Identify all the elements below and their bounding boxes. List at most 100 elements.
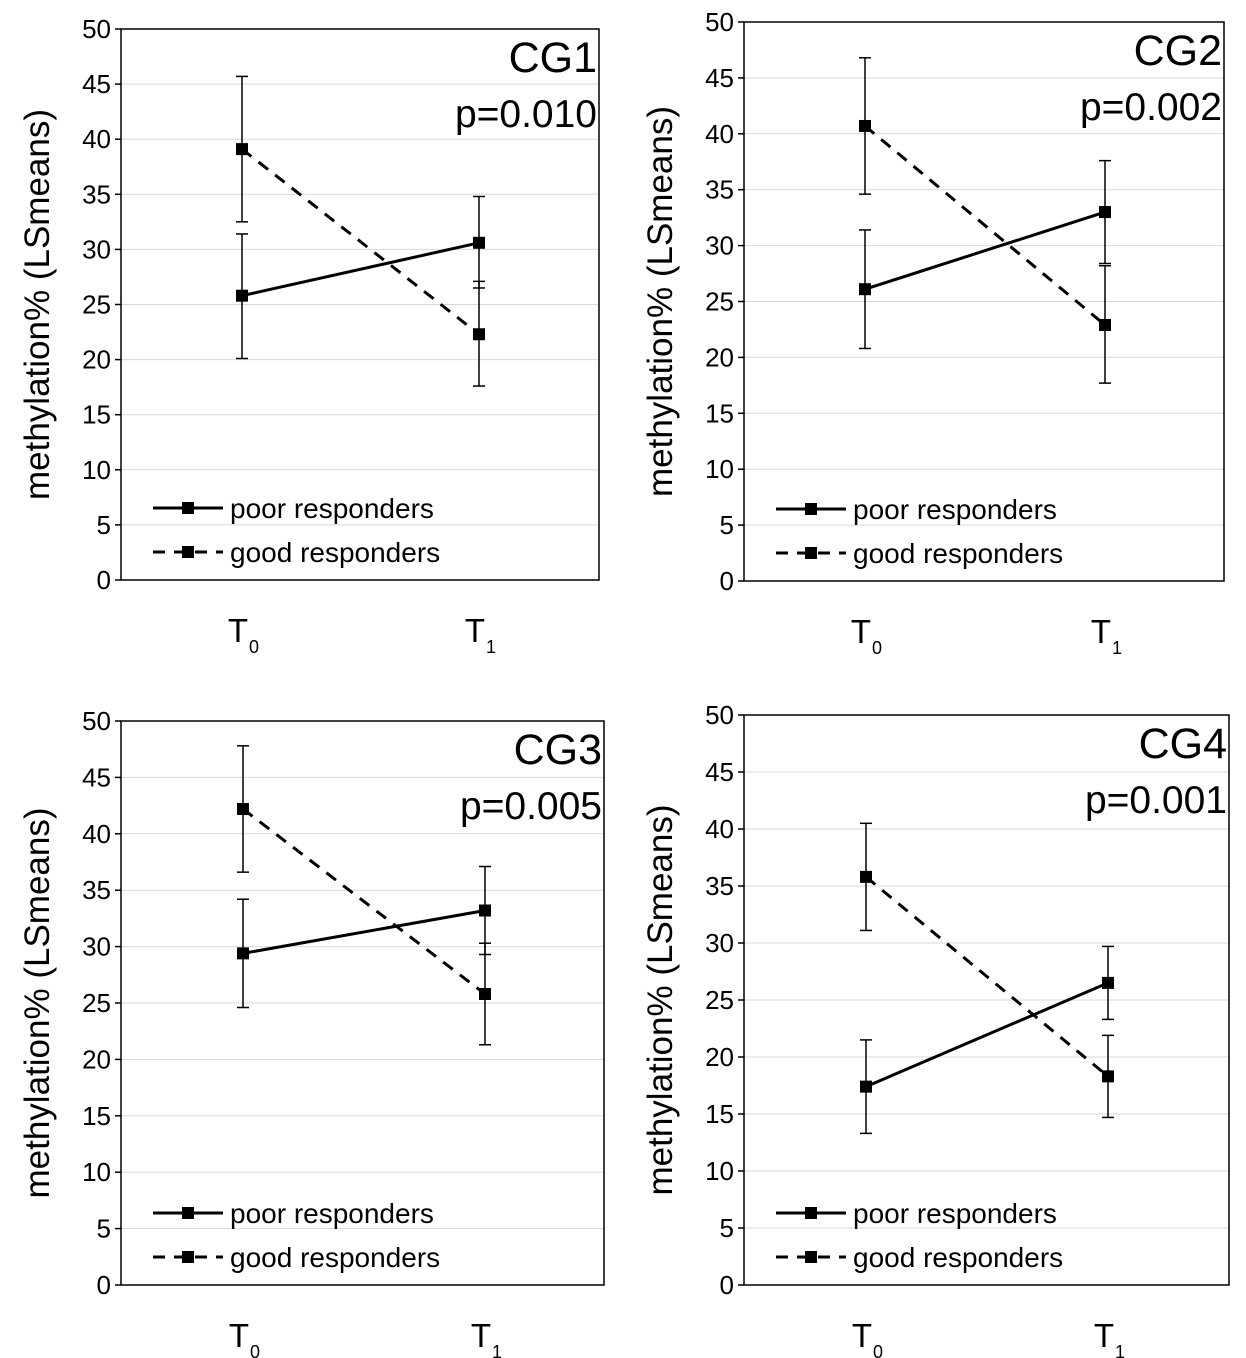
series-line [864,210,1106,291]
y-axis-label: methylation% (LSmeans) [641,805,680,1196]
x-tick-label-main: T [228,612,248,649]
series-line [865,981,1109,1089]
p-value-annotation: p=0.001 [1085,779,1227,822]
y-tick-label: 50 [705,700,734,730]
y-tick-label: 20 [705,1042,734,1072]
legend-marker [182,1207,194,1219]
legend-label: good responders [230,1242,440,1273]
y-tick-label: 0 [97,1270,111,1300]
x-tick-label-main: T [852,1317,872,1354]
series-poor-responders [859,159,1111,350]
series-good-responders [860,822,1114,1119]
y-tick-label: 45 [82,762,111,792]
legend-label: good responders [230,537,440,568]
y-tick-label: 40 [705,119,734,149]
y-tick-label: 40 [82,124,111,154]
y-tick-label: 10 [705,454,734,484]
legend-marker [805,1251,817,1263]
y-tick-label: 30 [705,928,734,958]
y-tick-label: 10 [82,1157,111,1187]
y-tick-label: 35 [82,875,111,905]
data-point [473,236,485,249]
x-tick-label-sub: 1 [492,1342,502,1358]
x-tick-label-sub: 1 [1115,1342,1125,1358]
y-tick-label: 0 [720,1270,734,1300]
data-point [237,947,249,960]
data-point [1102,1070,1114,1083]
series-poor-responders [860,945,1114,1135]
y-tick-label: 45 [82,69,111,99]
series-line [242,807,486,996]
legend-label: good responders [853,1242,1063,1273]
legend-label: good responders [853,538,1063,569]
data-point [859,119,871,132]
x-tick-label-sub: 0 [872,638,882,658]
y-tick-label: 25 [82,988,111,1018]
data-point [1099,206,1111,219]
data-point [1099,318,1111,331]
y-tick-label: 10 [705,1156,734,1186]
y-tick-label: 15 [705,1099,734,1129]
p-value-annotation: p=0.002 [1080,86,1222,129]
data-point [479,987,491,1000]
y-tick-label: 15 [705,398,734,428]
x-tick-label-sub: 0 [873,1342,883,1358]
chart-title: CG3 [514,726,602,774]
y-tick-label: 5 [720,1213,734,1243]
y-tick-label: 25 [705,287,734,317]
x-tick-label-sub: 1 [486,637,496,657]
legend: poor responders good responders [776,1198,1063,1273]
y-tick-label: 45 [705,63,734,93]
y-tick-label: 20 [82,1044,111,1074]
legend: poor responders good responders [153,1198,440,1273]
chart-title: CG2 [1134,27,1222,75]
legend-label: poor responders [230,1198,434,1229]
legend: poor responders good responders [776,494,1063,569]
y-tick-label: 35 [705,175,734,205]
chart-title: CG1 [509,34,597,82]
legend-marker [805,1207,817,1219]
x-tick-label-main: T [851,613,871,650]
legend-label: poor responders [853,1198,1057,1229]
legend: poor responders good responders [153,493,440,568]
data-point [860,870,872,883]
y-tick-label: 50 [705,7,734,37]
y-axis-label: methylation% (LSmeans) [18,109,57,500]
x-tick-label-sub: 0 [250,1342,260,1358]
y-tick-label: 15 [82,400,111,430]
x-tick-label-main: T [471,1317,491,1354]
series-line [242,909,486,955]
series-poor-responders [236,195,485,360]
legend-marker [805,503,817,515]
y-axis-label: methylation% (LSmeans) [18,808,57,1199]
y-tick-label: 10 [82,455,111,485]
data-point [860,1080,872,1093]
data-point [236,289,248,302]
data-point [237,802,249,815]
y-tick-label: 5 [720,510,734,540]
y-tick-label: 0 [720,566,734,596]
series-good-responders [236,75,485,387]
y-tick-label: 15 [82,1101,111,1131]
y-tick-label: 50 [82,706,111,736]
data-point [473,328,485,341]
y-tick-label: 45 [705,757,734,787]
y-tick-label: 30 [82,234,111,264]
data-point [859,283,871,296]
legend-marker [182,546,194,558]
legend-marker [182,1251,194,1263]
y-tick-label: 20 [705,342,734,372]
series-poor-responders [237,865,491,1009]
series-good-responders [237,745,491,1046]
